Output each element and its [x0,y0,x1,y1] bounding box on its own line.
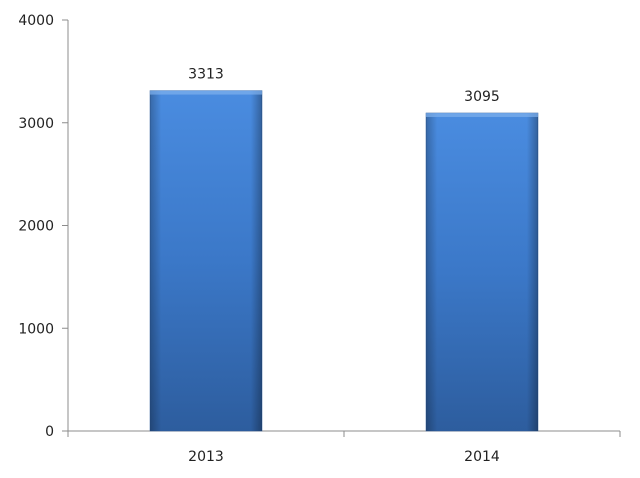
bar-bevel-2014 [426,112,538,117]
y-tick-label: 3000 [18,116,54,132]
data-label: 3313 [188,67,224,83]
y-tick-label: 0 [45,424,54,440]
x-tick-label: 2013 [188,449,224,465]
bar-shade-2013 [150,90,262,432]
y-tick-label: 1000 [18,321,54,337]
x-tick-label: 2014 [464,449,500,465]
y-tick-label: 4000 [18,13,54,29]
data-label: 3095 [464,89,500,105]
bar-bevel-2013 [150,90,262,95]
bar-shade-2014 [426,112,538,432]
y-tick-label: 2000 [18,219,54,235]
